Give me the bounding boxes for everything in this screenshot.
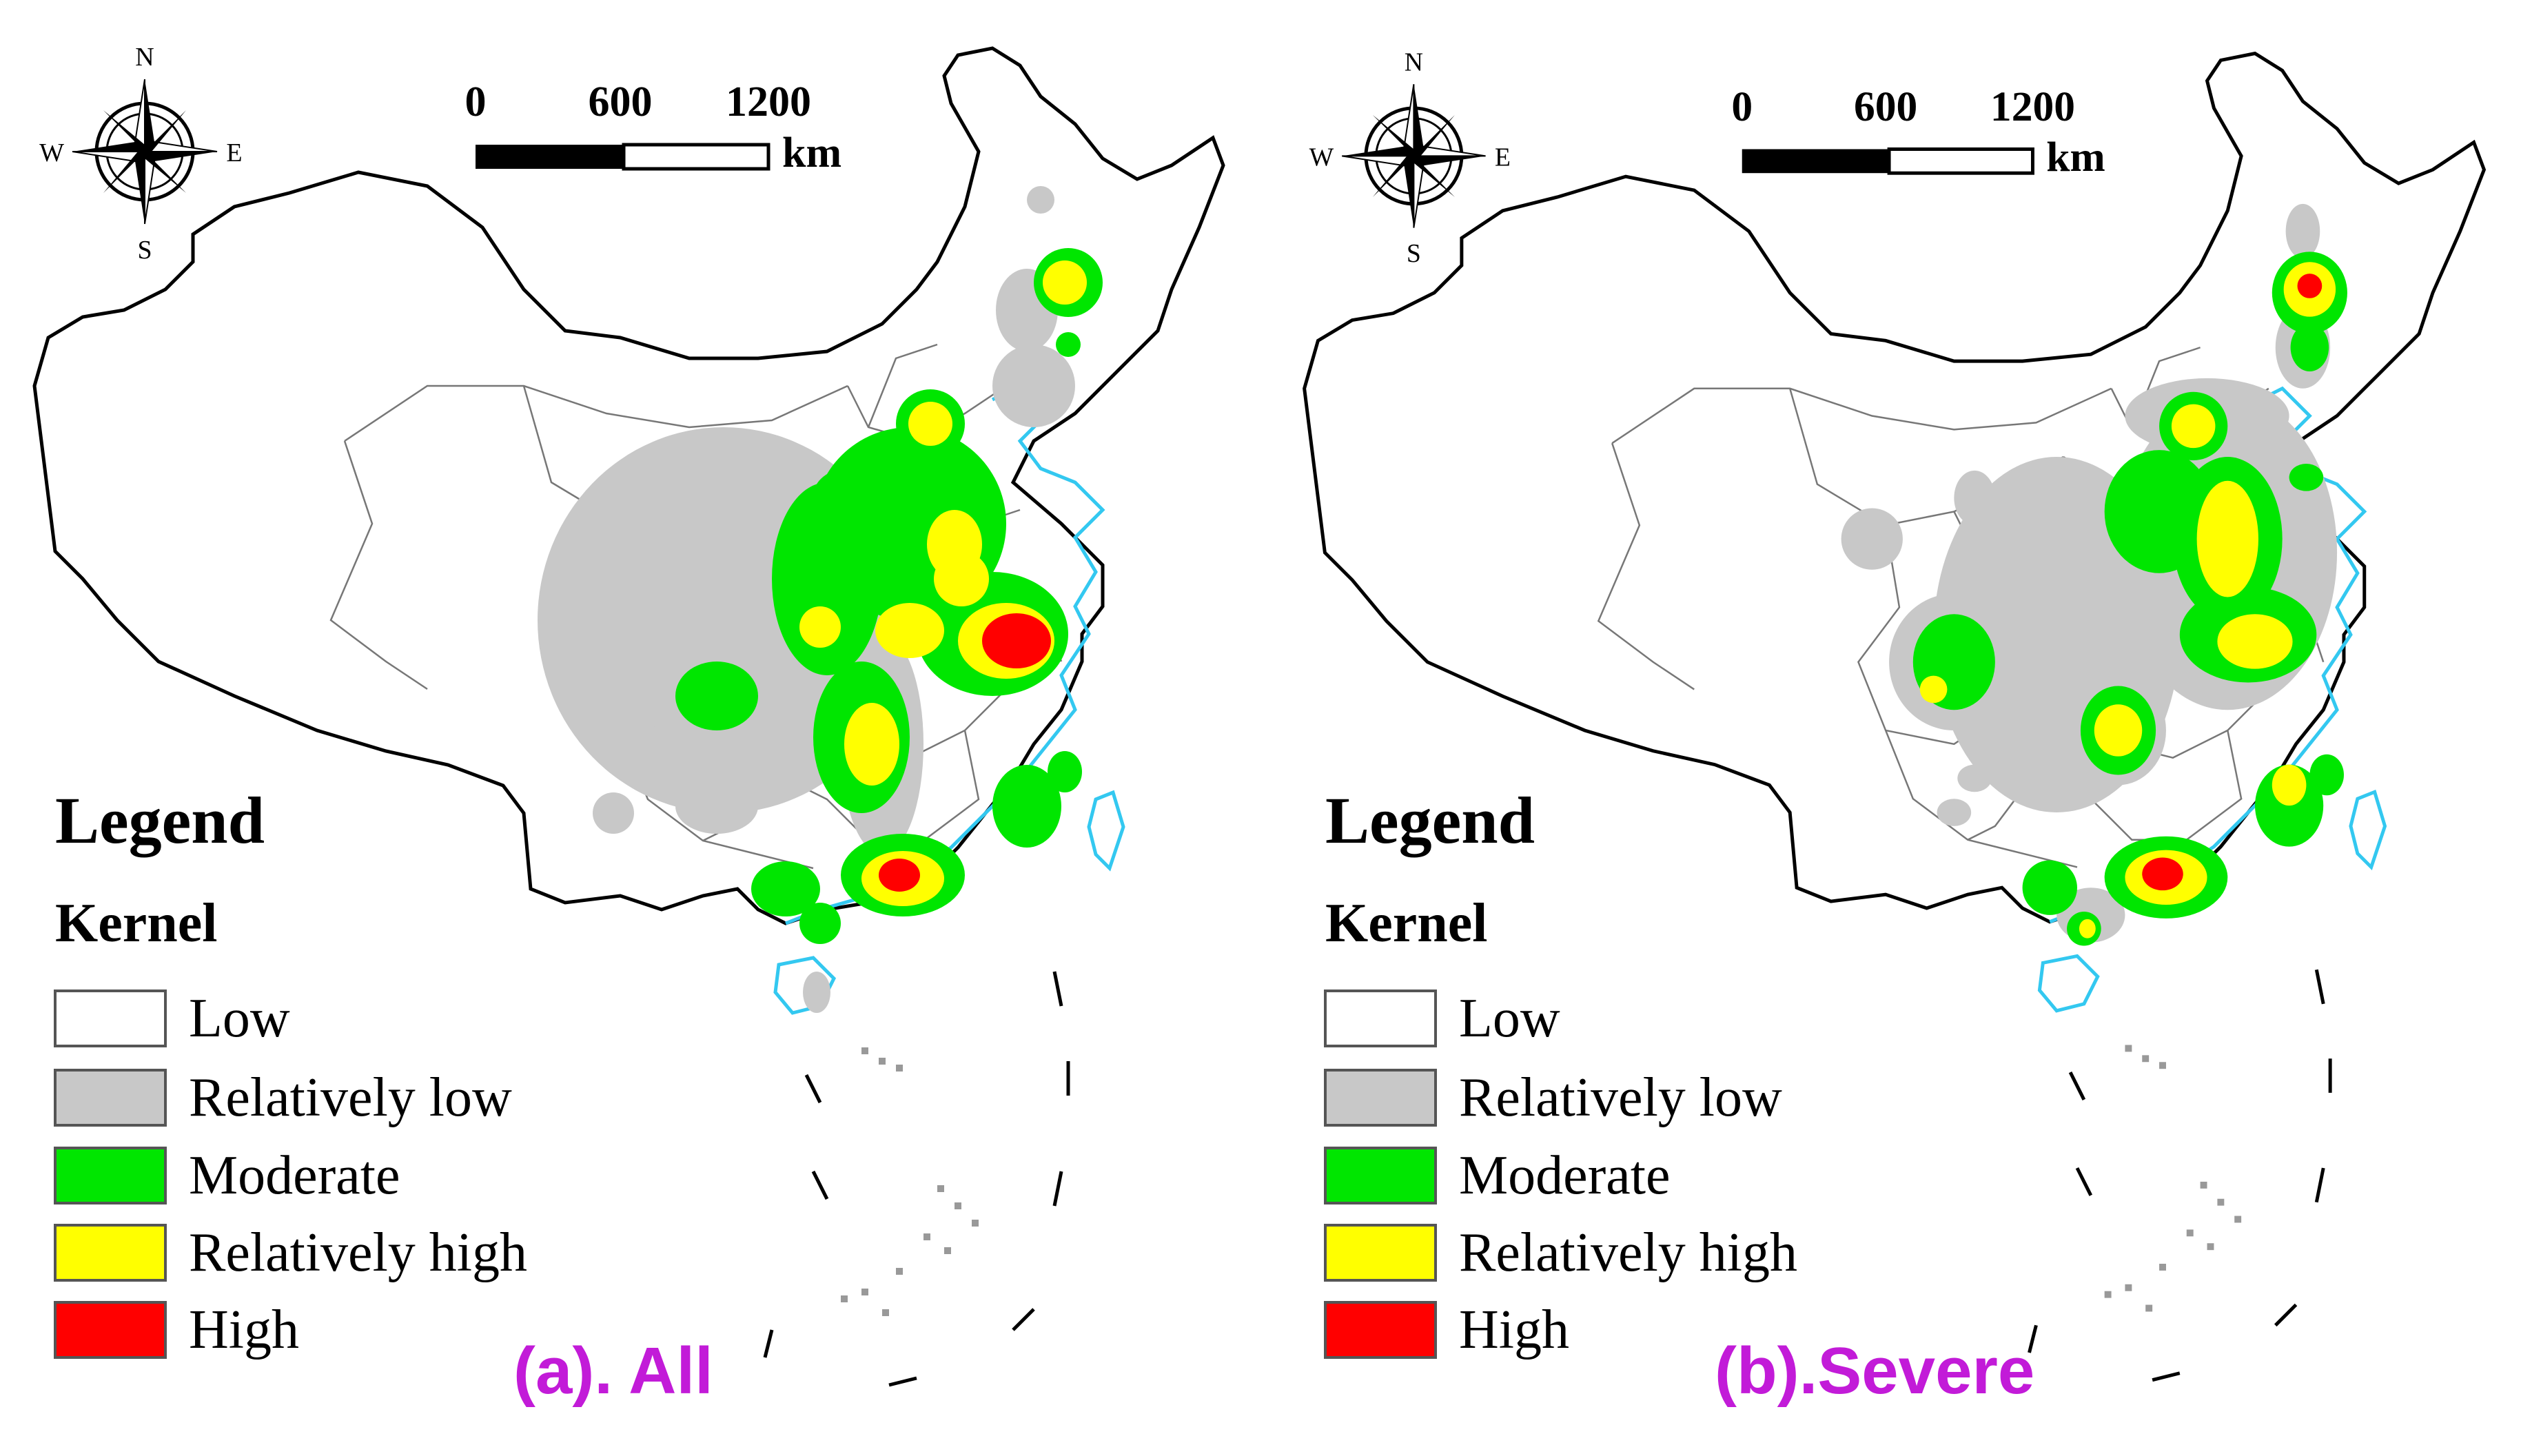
legend-item-relatively-high: Relatively high xyxy=(1324,1218,1797,1287)
scale-bar: 0 600 1200 km xyxy=(1731,83,2105,181)
legend-label: Relatively high xyxy=(189,1222,528,1283)
compass-west-label: W xyxy=(39,139,64,167)
north-arrow-compass: N S E W xyxy=(1309,48,1511,268)
legend-label: High xyxy=(189,1299,299,1360)
legend-swatch xyxy=(54,1301,167,1359)
legend-label: High xyxy=(1459,1299,1569,1360)
scale-tick-1200: 1200 xyxy=(1990,83,2075,130)
legend-title: Legend xyxy=(55,783,265,857)
scale-tick-0: 0 xyxy=(1731,83,1753,130)
scale-tick-600: 600 xyxy=(1854,83,1917,130)
hainan-outline xyxy=(2037,954,2100,1013)
taiwan-outline xyxy=(2349,789,2387,871)
legend-subtitle: Kernel xyxy=(55,893,218,954)
compass-east-label: E xyxy=(1495,143,1511,172)
compass-south-label: S xyxy=(1407,239,1421,268)
legend-item-low: Low xyxy=(1324,984,1560,1053)
map-canvas: N S E W 0 600 1200 km xyxy=(1303,48,2487,1382)
north-arrow-compass: N S E W xyxy=(39,43,243,265)
legend-item-moderate: Moderate xyxy=(1324,1141,1671,1210)
scale-unit: km xyxy=(2046,134,2105,181)
legend-label: Low xyxy=(1459,987,1560,1049)
legend-swatch xyxy=(54,1224,167,1282)
legend-swatch xyxy=(1324,1224,1437,1282)
legend-swatch xyxy=(1324,990,1437,1047)
country-outline xyxy=(1303,51,2487,924)
scale-tick-600: 600 xyxy=(589,79,653,125)
scale-tick-1200: 1200 xyxy=(726,79,811,125)
legend-item-high: High xyxy=(54,1295,299,1364)
panel-caption: (a). All xyxy=(513,1334,713,1408)
legend-item-relatively-low: Relatively low xyxy=(54,1063,512,1132)
legend-subtitle: Kernel xyxy=(1325,893,1488,954)
compass-north-label: N xyxy=(135,43,154,72)
legend-item-relatively-low: Relatively low xyxy=(1324,1063,1782,1132)
south-sea-islands xyxy=(2104,1045,2242,1312)
compass-east-label: E xyxy=(226,139,242,167)
kernel-density-relatively-high xyxy=(1919,262,2336,939)
legend-label: Relatively low xyxy=(189,1067,512,1128)
legend-swatch xyxy=(54,1147,167,1204)
panel-caption: (b).Severe xyxy=(1715,1334,2035,1408)
legend-item-high: High xyxy=(1324,1295,1569,1364)
legend-label: Low xyxy=(189,987,290,1049)
compass-north-label: N xyxy=(1405,48,1423,76)
compass-south-label: S xyxy=(137,236,152,265)
legend-label: Moderate xyxy=(189,1145,400,1206)
nine-dash-line xyxy=(763,971,1070,1387)
legend-item-relatively-high: Relatively high xyxy=(54,1218,527,1287)
kernel-density-high xyxy=(879,613,1051,892)
legend-swatch xyxy=(1324,1147,1437,1204)
scale-unit: km xyxy=(782,130,841,176)
map-panel-severe: N S E W 0 600 1200 km Legend Kernel Low … xyxy=(1270,0,2521,1456)
nine-dash-line xyxy=(2028,969,2332,1382)
legend-title: Legend xyxy=(1325,783,1535,857)
compass-west-label: W xyxy=(1309,143,1334,172)
south-sea-islands xyxy=(841,1047,979,1316)
scale-tick-0: 0 xyxy=(465,79,487,125)
legend-label: Relatively low xyxy=(1459,1067,1782,1128)
map-canvas: N S E W 0 600 1200 km xyxy=(32,43,1225,1387)
legend-swatch xyxy=(54,990,167,1047)
legend-swatch xyxy=(1324,1069,1437,1127)
map-panel-all: N S E W 0 600 1200 km Legend Kernel Low … xyxy=(0,0,1260,1456)
kernel-density-high xyxy=(2142,274,2323,891)
legend-item-moderate: Moderate xyxy=(54,1141,400,1210)
legend-label: Relatively high xyxy=(1459,1222,1798,1283)
scale-bar: 0 600 1200 km xyxy=(465,79,842,176)
taiwan-outline xyxy=(1087,790,1125,872)
legend-swatch xyxy=(54,1069,167,1127)
legend-swatch xyxy=(1324,1301,1437,1359)
legend-label: Moderate xyxy=(1459,1145,1671,1206)
legend-item-low: Low xyxy=(54,984,290,1053)
